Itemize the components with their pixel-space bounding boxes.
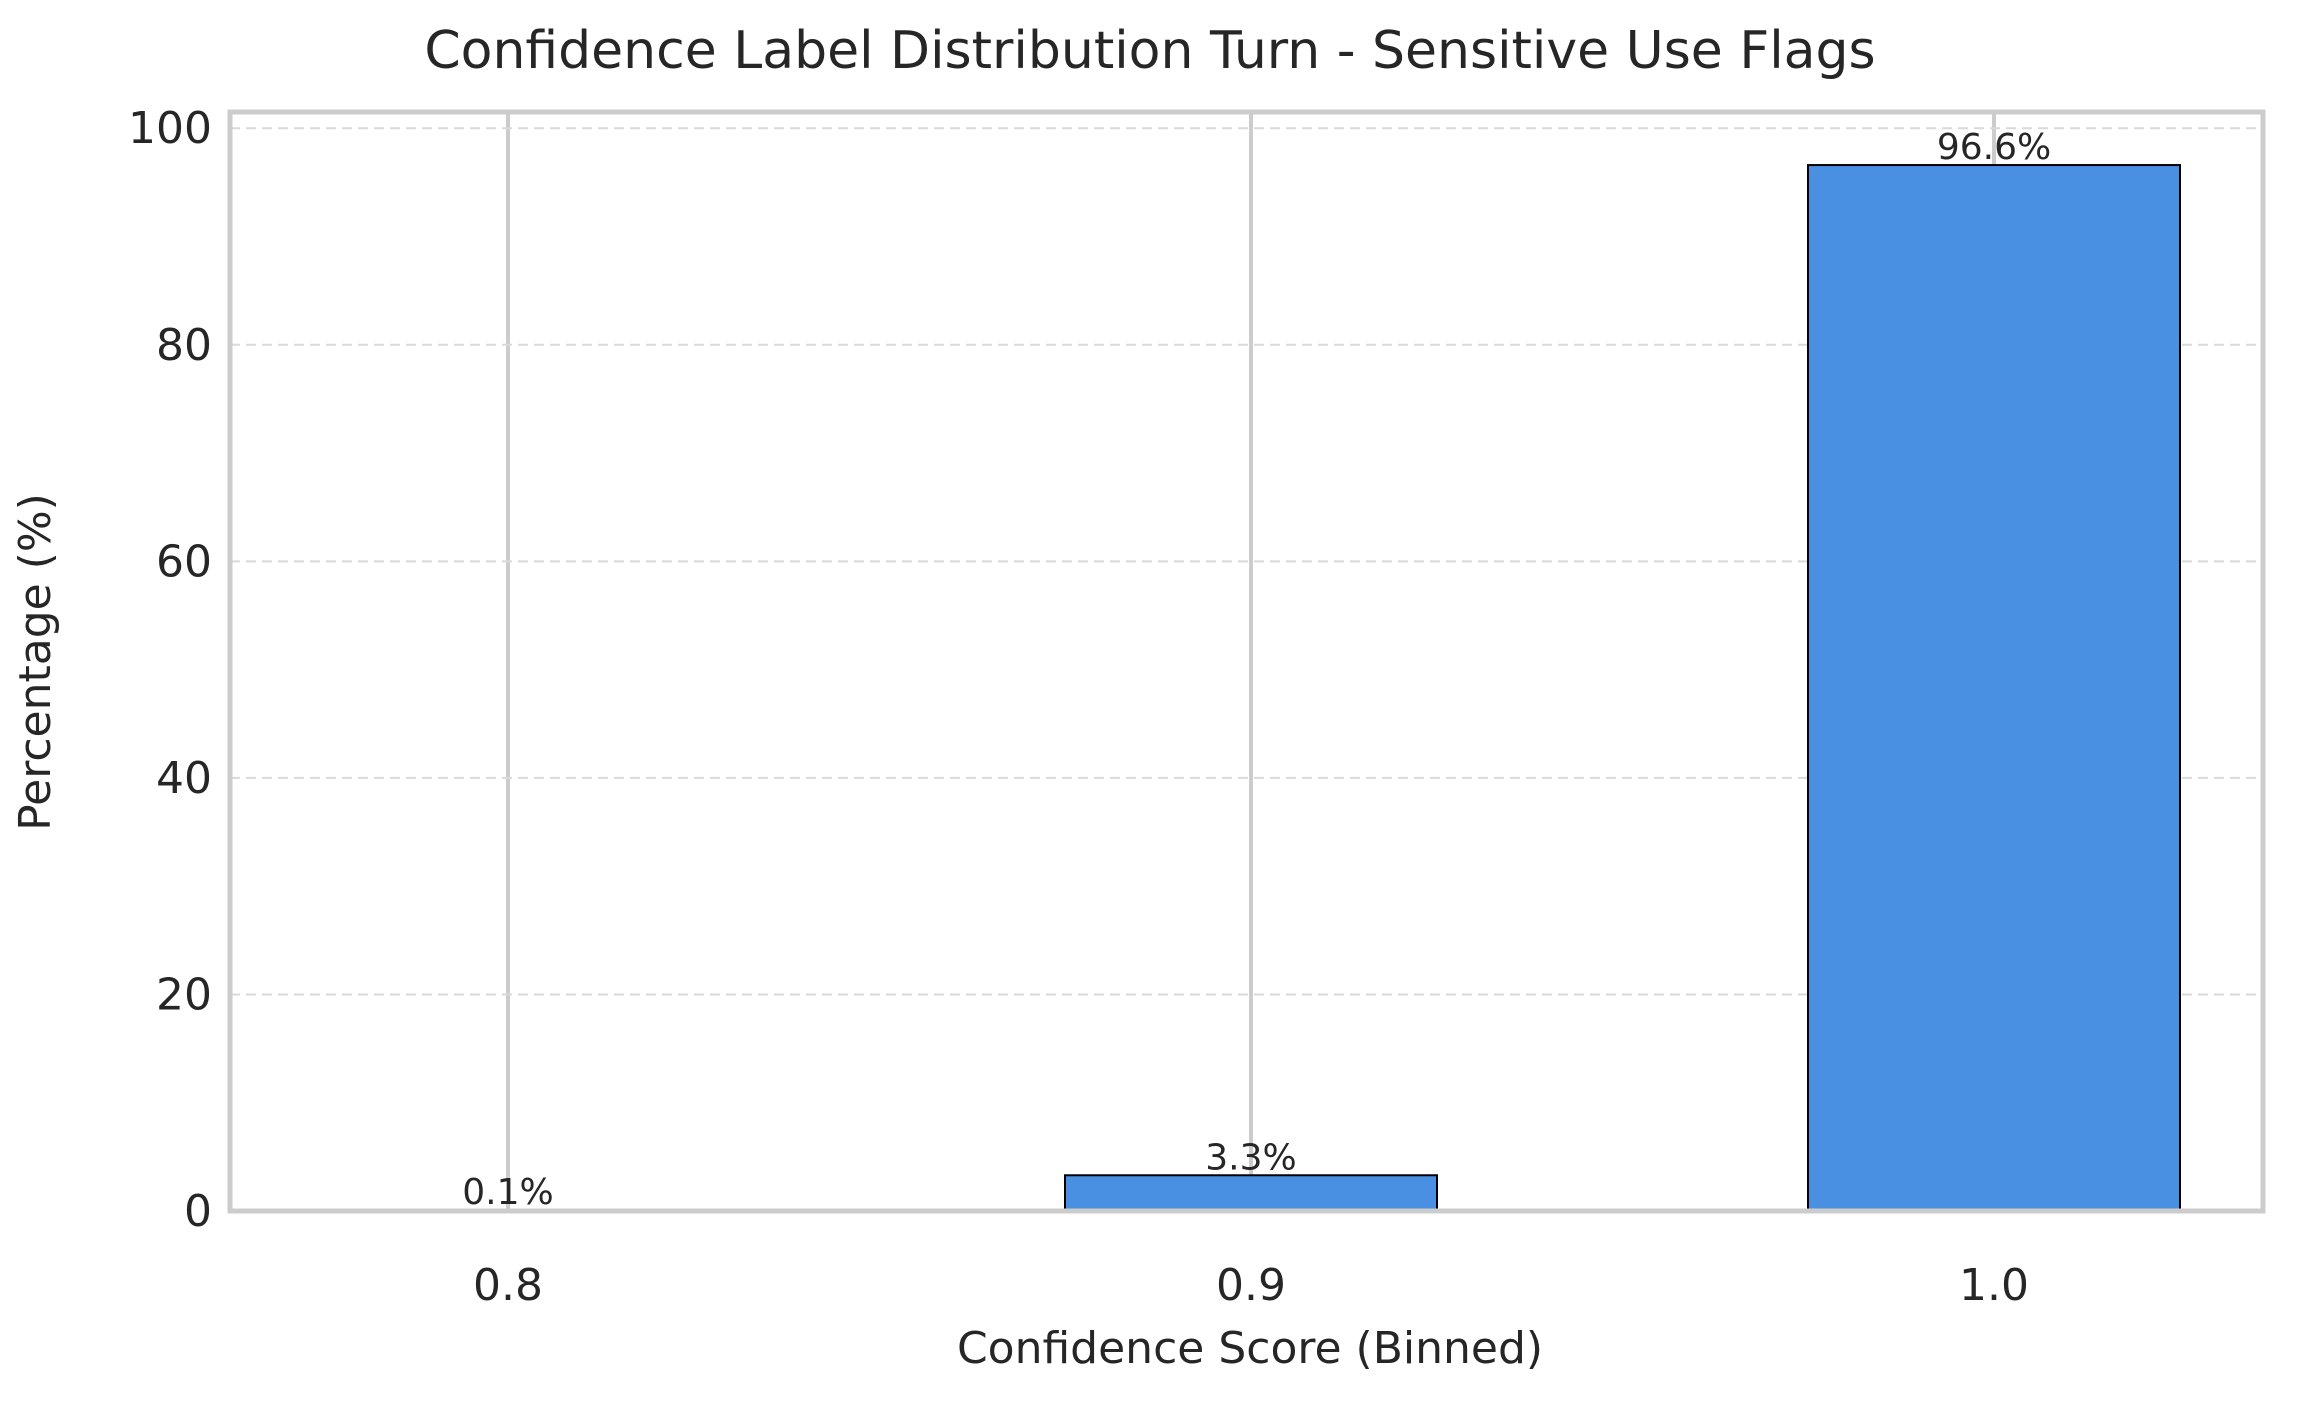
bar <box>1064 1174 1438 1212</box>
y-axis-label: Percentage (%) <box>10 493 61 831</box>
data-labels: 0.1% 3.3% 96.6% <box>462 127 2051 1213</box>
x-tick-labels: 0.8 0.9 1.0 <box>473 1260 2029 1311</box>
bar-value-label: 96.6% <box>1937 127 2051 168</box>
bar-value-label: 3.3% <box>1205 1137 1296 1178</box>
chart-title: Confidence Label Distribution Turn - Sen… <box>424 21 1875 81</box>
y-tick-label: 100 <box>128 103 212 154</box>
bars <box>321 164 2181 1212</box>
x-tick-label: 0.8 <box>473 1260 543 1311</box>
y-tick-label: 0 <box>184 1186 212 1237</box>
y-tick-label: 80 <box>156 320 212 371</box>
x-tick-label: 1.0 <box>1959 1260 2029 1311</box>
y-grid <box>230 127 2263 996</box>
y-tick-labels: 0 20 40 60 80 100 <box>128 103 212 1237</box>
x-tick-label: 0.9 <box>1216 1260 1286 1311</box>
y-tick-label: 60 <box>156 536 212 587</box>
y-tick-label: 40 <box>156 753 212 804</box>
bar <box>1807 164 2181 1212</box>
y-tick-label: 20 <box>156 969 212 1020</box>
x-axis-label: Confidence Score (Binned) <box>957 1323 1543 1374</box>
x-grid <box>506 112 1996 1211</box>
plot-frame <box>227 109 2266 1214</box>
bar-value-label: 0.1% <box>462 1172 553 1213</box>
